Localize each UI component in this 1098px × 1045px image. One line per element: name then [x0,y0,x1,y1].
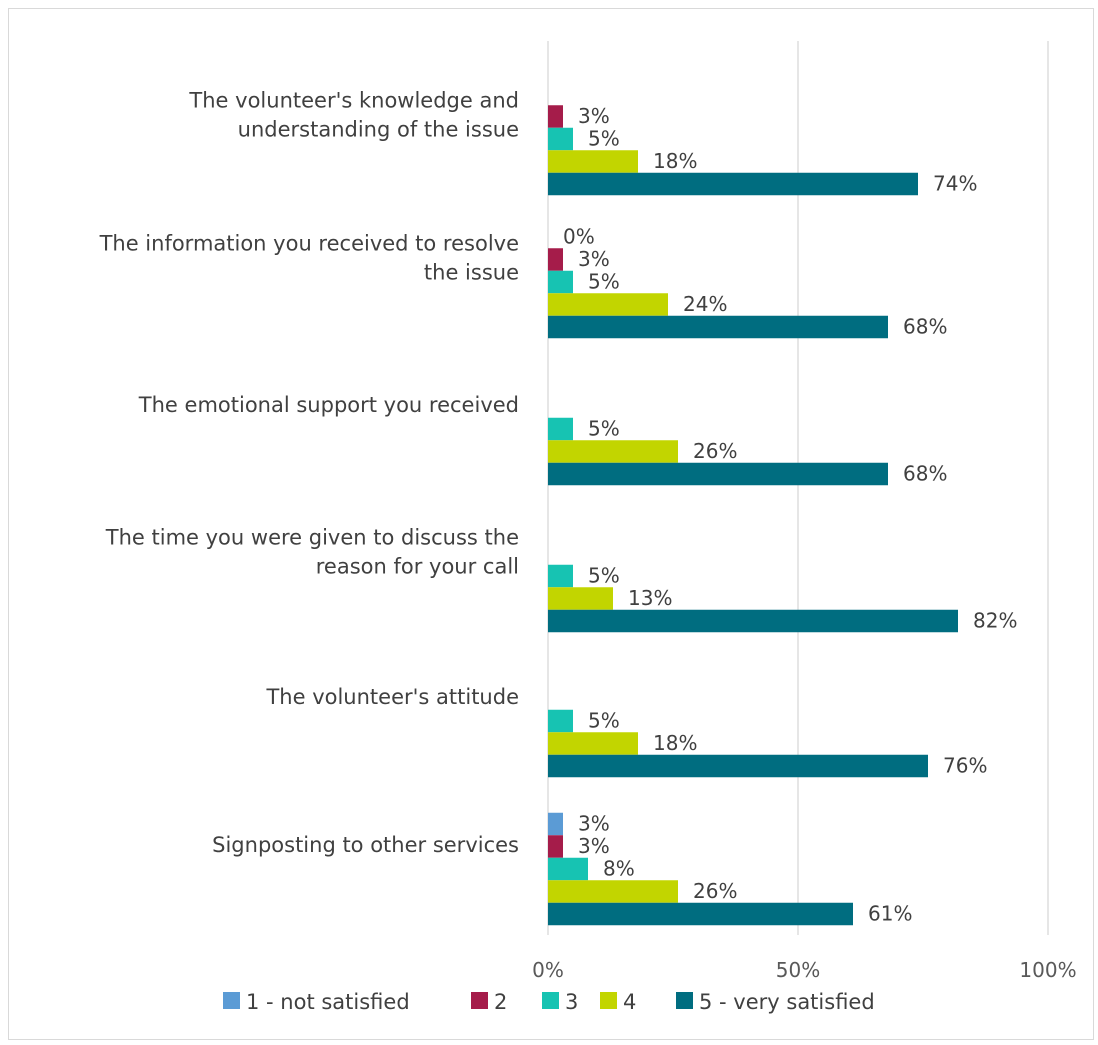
data-label: 8% [603,856,635,880]
legend-label: 2 [494,990,507,1014]
chart-frame: 0% 50% 100% The volunteer's knowledge and un… [8,8,1094,1040]
data-label: 82% [973,608,1017,632]
data-label: 13% [628,586,672,610]
legend-swatch [676,992,693,1009]
bar [548,754,928,778]
bar [548,902,853,926]
data-label: 68% [903,314,947,338]
legend-swatch [223,992,240,1009]
data-label: 0% [563,224,595,248]
category-label: reason for your call [316,555,519,579]
bar-chart: 0% 50% 100% The volunteer's knowledge and un… [99,41,1077,1014]
category-label: Signposting to other services [212,833,519,857]
bar [548,835,563,858]
bar [548,248,563,271]
bar [548,293,668,316]
category-label: understanding of the issue [238,118,519,142]
bar [548,857,588,881]
x-tick-label: 0% [532,958,564,982]
bar [548,564,573,588]
bar [548,315,888,339]
data-label: 26% [693,439,737,463]
data-label: 68% [903,461,947,485]
category-label: The volunteer's knowledge and [188,89,519,113]
data-label: 61% [868,901,912,925]
data-label: 3% [578,811,610,835]
bar [548,417,573,441]
bar [548,105,563,128]
category-label: The information you received to resolve [99,232,519,256]
category-label: The volunteer's attitude [265,685,519,709]
data-label: 5% [588,416,620,440]
data-label: 76% [943,753,987,777]
bar [548,880,678,903]
legend-swatch [542,992,559,1009]
data-label: 5% [588,563,620,587]
legend-swatch [600,992,617,1009]
bar [548,732,638,755]
category-label: The time you were given to discuss the [105,526,519,550]
data-label: 3% [578,247,610,271]
bar [548,172,918,196]
legend-swatch [471,992,488,1009]
x-tick-label: 50% [776,958,820,982]
category-label: The emotional support you received [138,393,519,417]
bar [548,270,573,294]
bar [548,709,573,733]
data-label: 26% [693,879,737,903]
legend-label: 4 [623,990,636,1014]
x-tick-label: 100% [1019,958,1076,982]
category-label: the issue [424,261,519,285]
legend-label: 1 - not satisfied [246,990,410,1014]
data-label: 74% [933,171,977,195]
data-label: 3% [578,834,610,858]
bar [548,440,678,463]
bar [548,127,573,151]
bar [548,812,563,836]
data-label: 18% [653,731,697,755]
data-label: 5% [588,708,620,732]
data-label: 5% [588,126,620,150]
data-label: 3% [578,104,610,128]
bar [548,609,958,633]
data-label: 18% [653,149,697,173]
legend-label: 3 [565,990,578,1014]
data-label: 24% [683,292,727,316]
bar [548,150,638,173]
legend-label: 5 - very satisfied [699,990,875,1014]
bar [548,587,613,610]
bar [548,462,888,486]
data-label: 5% [588,269,620,293]
